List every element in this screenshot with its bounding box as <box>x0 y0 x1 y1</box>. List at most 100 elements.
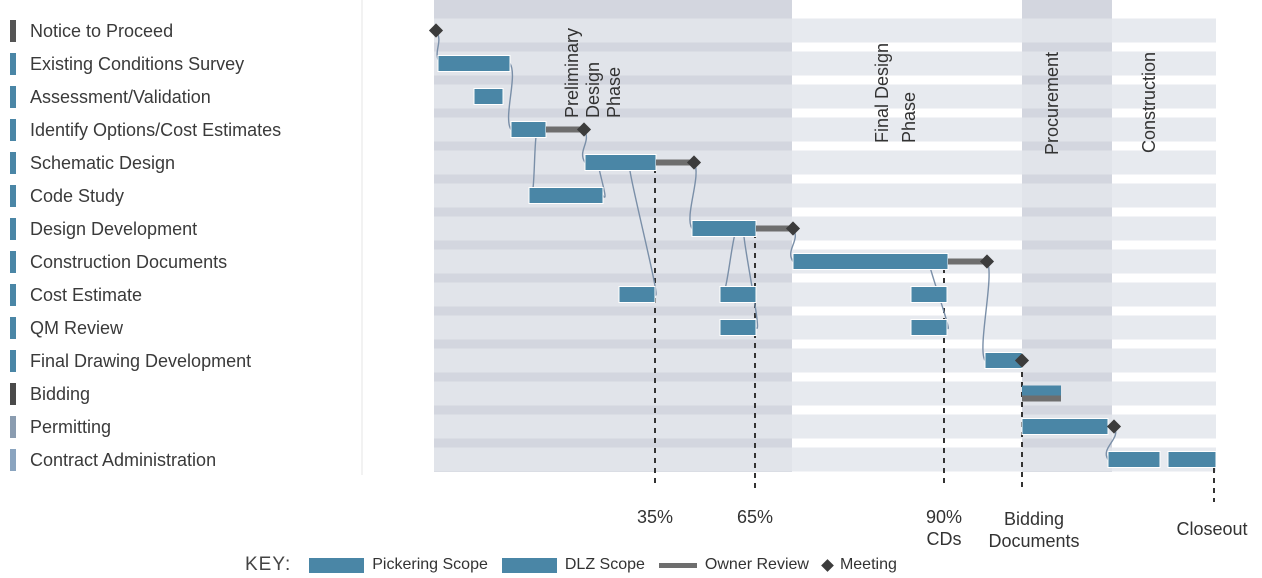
task-label-marker <box>10 283 16 306</box>
task-label: Schematic Design <box>30 152 176 173</box>
task-label-marker <box>10 52 16 75</box>
legend-item-dlz: DLZ Scope <box>501 556 645 574</box>
task-bar-5-0 <box>528 187 604 204</box>
owner-review-6 <box>756 225 793 232</box>
milestone-label-3-line-0: Bidding <box>1004 509 1064 529</box>
task-label-marker <box>10 349 16 372</box>
task-label: Final Drawing Development <box>30 350 252 371</box>
milestone-label-3-line-1: Documents <box>988 531 1079 551</box>
phase-label-3-line-0: Construction <box>1139 52 1159 153</box>
milestone-label-4-line-0: Closeout <box>1176 519 1247 539</box>
task-label-marker <box>10 250 16 273</box>
task-label: Bidding <box>30 383 91 404</box>
task-bar-6-0 <box>691 220 757 237</box>
owner-review-4 <box>656 159 694 166</box>
meeting-marker-6 <box>785 221 801 236</box>
legend-swatch-owner-review <box>658 562 697 568</box>
legend-label-owner-review: Owner Review <box>704 556 809 573</box>
row-stripe-2 <box>434 84 1216 109</box>
phase-label-0-line-0: Preliminary <box>562 28 582 118</box>
legend: KEY: Pickering Scope DLZ Scope Owner Rev… <box>245 554 911 576</box>
meeting-marker-0 <box>428 23 444 38</box>
task-bar-9-0 <box>719 319 757 336</box>
phase-labels: Preliminary Design Phase Final Design Phase P… <box>562 28 1159 155</box>
task-label-marker <box>10 217 16 240</box>
phase-label-3: Construction <box>1139 52 1159 153</box>
meeting-marker-3 <box>576 122 592 137</box>
task-bar-7-0 <box>792 253 949 270</box>
task-bar-3-0 <box>510 121 547 138</box>
meeting-marker-7 <box>979 254 995 269</box>
phase-label-1: Final Design Phase <box>872 43 919 143</box>
owner-review-3 <box>546 126 584 133</box>
meeting-marker-12 <box>1106 419 1122 434</box>
legend-label-dlz: DLZ Scope <box>564 556 645 573</box>
phase-label-2: Procurement <box>1042 52 1062 155</box>
task-bar-1-0 <box>437 55 511 72</box>
meeting-marker-10 <box>1014 353 1030 368</box>
legend-swatch-pickering <box>309 557 365 573</box>
row-stripe-11 <box>434 381 1216 406</box>
task-label: Design Development <box>30 218 198 239</box>
row-stripe-8 <box>434 282 1216 307</box>
task-label: Notice to Proceed <box>30 20 174 41</box>
task-bar-9-1 <box>910 319 948 336</box>
row-stripe-1 <box>434 51 1216 76</box>
task-label: Contract Administration <box>30 449 217 470</box>
task-bars <box>428 23 1217 468</box>
task-label-marker <box>10 448 16 471</box>
legend-item-owner-review: Owner Review <box>658 556 809 574</box>
connector-1 <box>507 63 514 130</box>
task-bar-13-1 <box>1167 451 1217 468</box>
task-label: Existing Conditions Survey <box>30 53 245 74</box>
task-label: Cost Estimate <box>30 284 143 305</box>
legend-label-meeting: Meeting <box>839 556 897 573</box>
task-bar-8-0 <box>618 286 656 303</box>
legend-item-meeting: Meeting <box>821 556 897 574</box>
phase-label-0: Preliminary Design Phase <box>562 28 624 118</box>
milestone-guides <box>654 168 1215 502</box>
task-label: Code Study <box>30 185 125 206</box>
legend-label-pickering: Pickering Scope <box>372 556 488 573</box>
row-stripe-10 <box>434 348 1216 373</box>
task-label: Permitting <box>30 416 112 437</box>
task-label-marker <box>10 85 16 108</box>
row-stripe-4 <box>434 150 1216 175</box>
phase-label-1-line-1: Phase <box>899 92 919 143</box>
task-label: QM Review <box>30 317 124 338</box>
legend-item-pickering: Pickering Scope <box>309 556 488 574</box>
milestone-label-2-line-0: 90% <box>926 507 962 527</box>
row-stripe-13 <box>434 447 1216 472</box>
task-bar-8-1 <box>719 286 757 303</box>
task-label-marker <box>10 316 16 339</box>
milestone-label-2-line-1: CDs <box>927 529 962 549</box>
phase-label-2-line-0: Procurement <box>1042 52 1062 155</box>
phase-label-0-line-1: Design <box>583 62 603 118</box>
task-label-marker <box>10 382 16 405</box>
row-stripe-0 <box>434 18 1216 43</box>
task-label-marker <box>10 19 16 42</box>
task-bar-8-2 <box>910 286 948 303</box>
task-label: Assessment/Validation <box>30 86 211 107</box>
task-bar-2-0 <box>473 88 504 105</box>
row-stripe-6 <box>434 216 1216 241</box>
task-bar-4-0 <box>584 154 657 171</box>
task-label: Construction Documents <box>30 251 228 272</box>
phase-label-1-line-0: Final Design <box>872 43 892 143</box>
task-label: Identify Options/Cost Estimates <box>30 119 282 140</box>
milestone-label-1-line-0: 65% <box>737 507 773 527</box>
owner-review-7 <box>948 258 987 265</box>
phase-label-0-line-2: Phase <box>604 67 624 118</box>
task-label-marker <box>10 118 16 141</box>
task-bar-13-0 <box>1107 451 1161 468</box>
task-bar-12-0 <box>1021 418 1109 435</box>
task-label-marker <box>10 151 16 174</box>
task-label-marker <box>10 415 16 438</box>
task-label-marker <box>10 184 16 207</box>
row-stripe-9 <box>434 315 1216 340</box>
connector-11 <box>982 261 990 361</box>
milestone-label-0-line-0: 35% <box>637 507 673 527</box>
legend-title: KEY: <box>245 554 292 575</box>
